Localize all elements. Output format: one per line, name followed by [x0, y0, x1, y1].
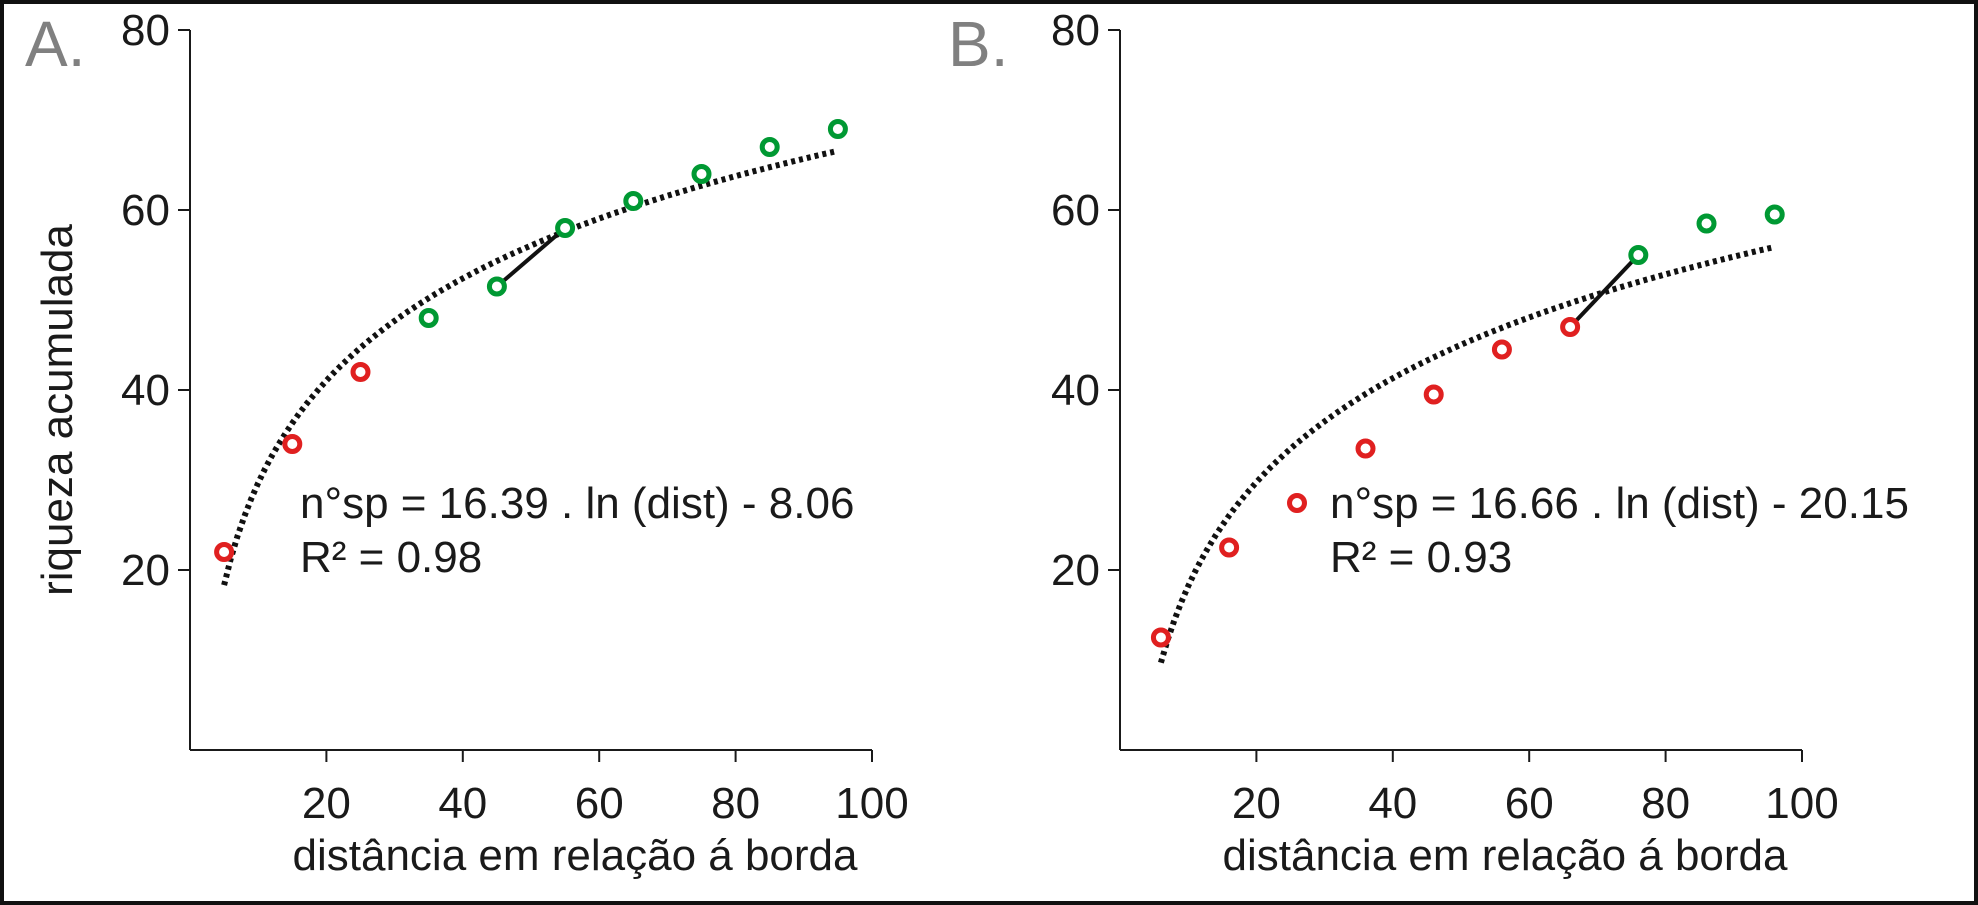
- data-point-red: [214, 542, 235, 562]
- data-point-red: [1219, 537, 1240, 558]
- trend-segment: [1568, 253, 1640, 329]
- x-tick-label: 20: [1232, 779, 1281, 828]
- y-tick-label: 60: [1051, 186, 1100, 235]
- data-point-green: [691, 164, 712, 184]
- x-tick-label: 20: [302, 779, 351, 828]
- data-point-green: [623, 191, 644, 211]
- data-point-green: [759, 137, 780, 157]
- x-axis-label: distância em relação á borda: [1223, 831, 1789, 880]
- x-tick-label: 60: [575, 779, 624, 828]
- data-point-red: [1491, 339, 1512, 360]
- y-tick-label: 20: [121, 546, 170, 595]
- y-tick-label: 40: [1051, 366, 1100, 415]
- data-point-red: [1423, 384, 1444, 405]
- panel-label: A.: [25, 8, 85, 80]
- y-tick-label: 20: [1051, 546, 1100, 595]
- log-fit-curve: [1158, 244, 1776, 664]
- panel-label: B.: [948, 8, 1008, 80]
- trend-segment: [495, 226, 567, 289]
- data-point-red: [1150, 627, 1171, 648]
- data-point-green: [1764, 204, 1785, 225]
- x-tick-label: 80: [711, 779, 760, 828]
- y-tick-label: 80: [121, 6, 170, 55]
- x-tick-label: 100: [1765, 779, 1838, 828]
- x-tick-label: 40: [438, 779, 487, 828]
- x-tick-label: 40: [1368, 779, 1417, 828]
- data-point-green: [1628, 245, 1649, 265]
- x-tick-label: 60: [1505, 779, 1554, 828]
- r-squared: R² = 0.98: [300, 533, 482, 582]
- data-point-green: [418, 308, 439, 328]
- data-point-green: [555, 218, 576, 238]
- legend-marker: [1287, 493, 1307, 513]
- fit-equation: n°sp = 16.66 . ln (dist) - 20.15: [1330, 479, 1909, 528]
- data-point-red: [1355, 438, 1376, 459]
- y-tick-label: 40: [121, 366, 170, 415]
- y-tick-label: 60: [121, 186, 170, 235]
- data-point-red: [282, 434, 303, 454]
- data-point-green: [827, 119, 848, 139]
- data-point-green: [1696, 213, 1717, 234]
- x-axis-label: distância em relação á borda: [293, 831, 859, 880]
- r-squared: R² = 0.93: [1330, 533, 1512, 582]
- y-axis-label: riqueza acumulada: [33, 224, 82, 596]
- x-tick-label: 80: [1641, 779, 1690, 828]
- y-tick-label: 80: [1051, 6, 1100, 55]
- data-point-green: [486, 276, 507, 297]
- data-point-red: [350, 362, 371, 382]
- x-tick-label: 100: [835, 779, 908, 828]
- data-point-red: [1560, 317, 1581, 337]
- fit-equation: n°sp = 16.39 . ln (dist) - 8.06: [300, 479, 854, 528]
